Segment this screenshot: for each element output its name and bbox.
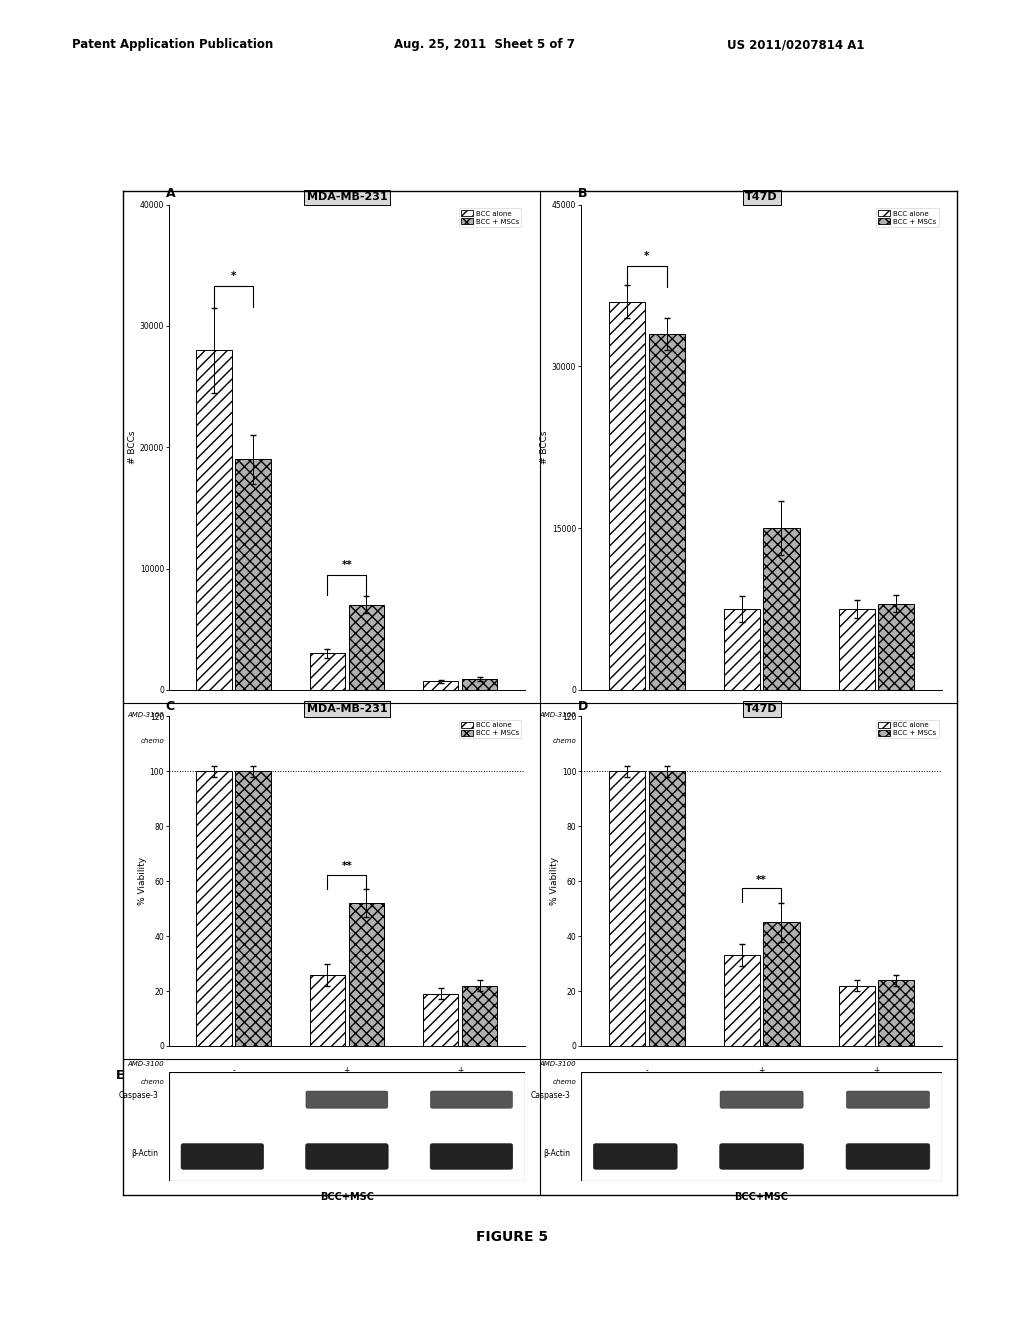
Text: AMD-3100: AMD-3100 xyxy=(127,711,164,718)
Text: chemo: chemo xyxy=(552,738,577,744)
Bar xyxy=(839,986,874,1045)
Text: FIGURE 5: FIGURE 5 xyxy=(476,1230,548,1245)
FancyBboxPatch shape xyxy=(430,1092,512,1109)
Text: -: - xyxy=(645,746,648,755)
Text: +: + xyxy=(457,746,463,755)
Text: D: D xyxy=(578,700,588,713)
Text: +: + xyxy=(344,1065,350,1074)
Text: β-Actin: β-Actin xyxy=(544,1148,570,1158)
Y-axis label: # BCCs: # BCCs xyxy=(540,430,549,463)
Bar xyxy=(197,771,231,1045)
Text: +: + xyxy=(759,746,765,755)
Bar xyxy=(236,771,271,1045)
Text: B: B xyxy=(578,186,588,199)
Text: -: - xyxy=(645,719,648,727)
Text: -: - xyxy=(645,1084,648,1093)
FancyBboxPatch shape xyxy=(720,1143,804,1170)
Text: A: A xyxy=(166,186,175,199)
Y-axis label: % Viability: % Viability xyxy=(550,857,559,906)
Bar xyxy=(197,350,231,690)
Bar xyxy=(648,334,685,690)
FancyBboxPatch shape xyxy=(430,1143,513,1170)
Text: chemo: chemo xyxy=(552,1078,577,1085)
Bar xyxy=(879,979,914,1045)
Text: chemo: chemo xyxy=(140,738,164,744)
FancyBboxPatch shape xyxy=(720,1092,803,1109)
Text: -: - xyxy=(232,1065,236,1074)
Text: Caspase-3: Caspase-3 xyxy=(530,1092,570,1101)
Text: +: + xyxy=(873,1065,880,1074)
Bar xyxy=(423,994,459,1045)
Title: MDA-MB-231: MDA-MB-231 xyxy=(306,704,387,714)
Text: +: + xyxy=(457,1084,463,1093)
Text: -: - xyxy=(645,1065,648,1074)
Bar xyxy=(236,459,271,690)
FancyBboxPatch shape xyxy=(593,1143,677,1170)
Text: **: ** xyxy=(342,560,352,570)
Text: **: ** xyxy=(757,875,767,884)
Bar xyxy=(609,302,645,690)
Text: +: + xyxy=(344,1084,350,1093)
FancyBboxPatch shape xyxy=(847,1092,930,1109)
Bar xyxy=(609,771,645,1045)
Bar xyxy=(462,986,498,1045)
Bar xyxy=(839,609,874,690)
Text: +: + xyxy=(344,719,350,727)
Text: +: + xyxy=(457,719,463,727)
Text: +: + xyxy=(873,1084,880,1093)
Text: +: + xyxy=(759,1084,765,1093)
Bar xyxy=(462,678,498,690)
Y-axis label: % Viability: % Viability xyxy=(138,857,146,906)
FancyBboxPatch shape xyxy=(305,1143,388,1170)
Bar xyxy=(764,528,800,690)
Text: +: + xyxy=(759,719,765,727)
Text: E: E xyxy=(116,1069,124,1082)
Text: +: + xyxy=(873,746,880,755)
Bar xyxy=(423,681,459,690)
Bar xyxy=(764,923,800,1045)
Legend: BCC alone, BCC + MSCs: BCC alone, BCC + MSCs xyxy=(876,719,939,738)
Text: BCC+MSC: BCC+MSC xyxy=(319,1192,374,1203)
Text: +: + xyxy=(873,719,880,727)
Legend: BCC alone, BCC + MSCs: BCC alone, BCC + MSCs xyxy=(459,719,521,738)
Y-axis label: # BCCs: # BCCs xyxy=(128,430,137,463)
Text: chemo: chemo xyxy=(140,1078,164,1085)
Text: +: + xyxy=(457,1065,463,1074)
Text: -: - xyxy=(232,1084,236,1093)
Text: C: C xyxy=(166,700,175,713)
Text: *: * xyxy=(644,251,649,261)
Text: AMD-3100: AMD-3100 xyxy=(127,1061,164,1067)
Text: AMD-3100: AMD-3100 xyxy=(540,711,577,718)
Text: -: - xyxy=(232,719,236,727)
Text: Caspase-3: Caspase-3 xyxy=(119,1092,159,1101)
Bar xyxy=(724,956,760,1045)
Legend: BCC alone, BCC + MSCs: BCC alone, BCC + MSCs xyxy=(876,209,939,227)
Bar xyxy=(348,903,384,1045)
Text: AMD-3100: AMD-3100 xyxy=(540,1061,577,1067)
Text: Patent Application Publication: Patent Application Publication xyxy=(72,38,273,51)
Bar xyxy=(309,653,345,690)
FancyBboxPatch shape xyxy=(181,1143,263,1170)
Bar xyxy=(348,605,384,690)
Text: Aug. 25, 2011  Sheet 5 of 7: Aug. 25, 2011 Sheet 5 of 7 xyxy=(394,38,575,51)
Text: US 2011/0207814 A1: US 2011/0207814 A1 xyxy=(727,38,864,51)
Title: T47D: T47D xyxy=(745,193,778,202)
Text: β-Actin: β-Actin xyxy=(131,1148,159,1158)
Title: MDA-MB-231: MDA-MB-231 xyxy=(306,193,387,202)
Text: **: ** xyxy=(342,861,352,871)
Text: -: - xyxy=(232,746,236,755)
Bar xyxy=(309,974,345,1045)
Text: +: + xyxy=(759,1065,765,1074)
Legend: BCC alone, BCC + MSCs: BCC alone, BCC + MSCs xyxy=(459,209,521,227)
FancyBboxPatch shape xyxy=(306,1092,388,1109)
Bar xyxy=(879,603,914,690)
FancyBboxPatch shape xyxy=(846,1143,930,1170)
Text: +: + xyxy=(344,746,350,755)
Bar xyxy=(724,609,760,690)
Bar xyxy=(648,771,685,1045)
Title: T47D: T47D xyxy=(745,704,778,714)
Text: *: * xyxy=(231,271,237,281)
Text: BCC+MSC: BCC+MSC xyxy=(734,1192,788,1203)
